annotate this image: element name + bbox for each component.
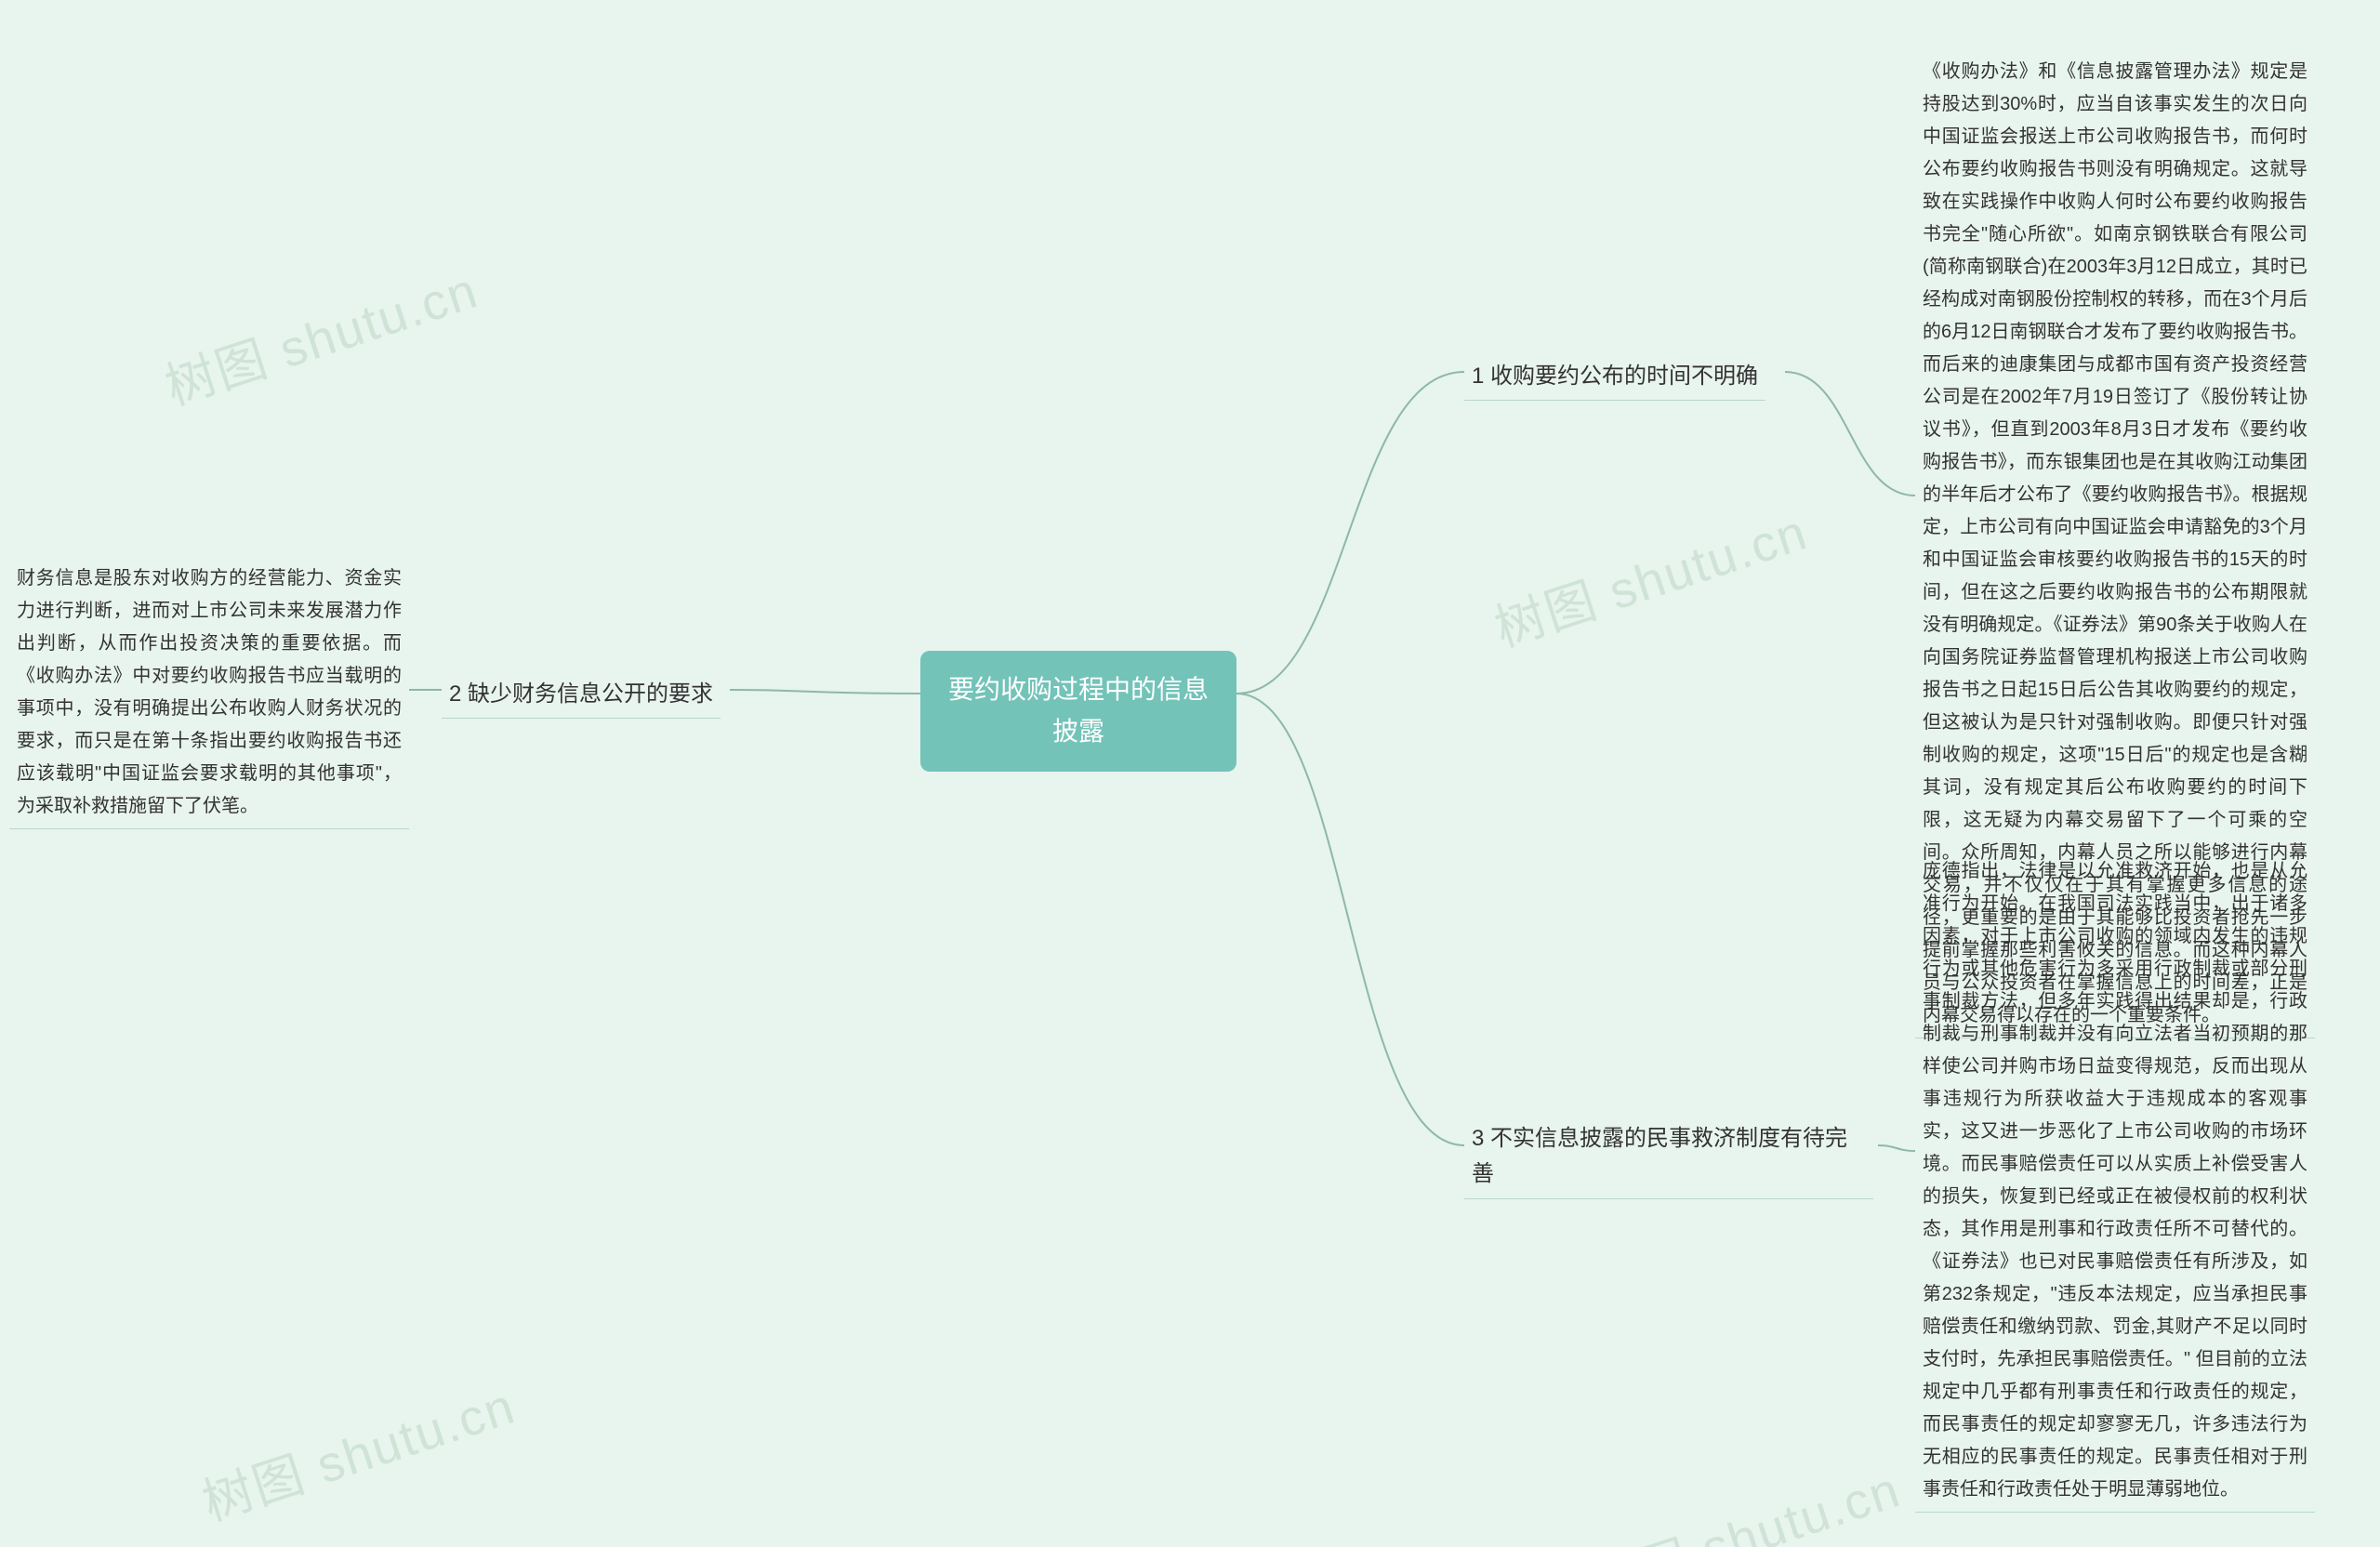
watermark: 树图 shutu.cn (154, 249, 485, 419)
watermark: 树图 shutu.cn (1577, 1448, 1908, 1547)
branch-node-2[interactable]: 2 缺少财务信息公开的要求 (442, 671, 721, 719)
branch-node-1[interactable]: 1 收购要约公布的时间不明确 (1464, 353, 1765, 401)
leaf-node-3: 庞德指出，法律是以允准救济开始，也是从允准行为开始。在我国司法实践当中，出于诸多… (1915, 846, 2315, 1513)
center-node[interactable]: 要约收购过程中的信息披露 (920, 651, 1236, 772)
watermark: 树图 shutu.cn (192, 1365, 522, 1535)
branch-node-3[interactable]: 3 不实信息披露的民事救济制度有待完善 (1464, 1116, 1873, 1199)
watermark: 树图 shutu.cn (1484, 491, 1815, 661)
leaf-node-2: 财务信息是股东对收购方的经营能力、资金实力进行判断，进而对上市公司未来发展潜力作… (9, 553, 409, 829)
